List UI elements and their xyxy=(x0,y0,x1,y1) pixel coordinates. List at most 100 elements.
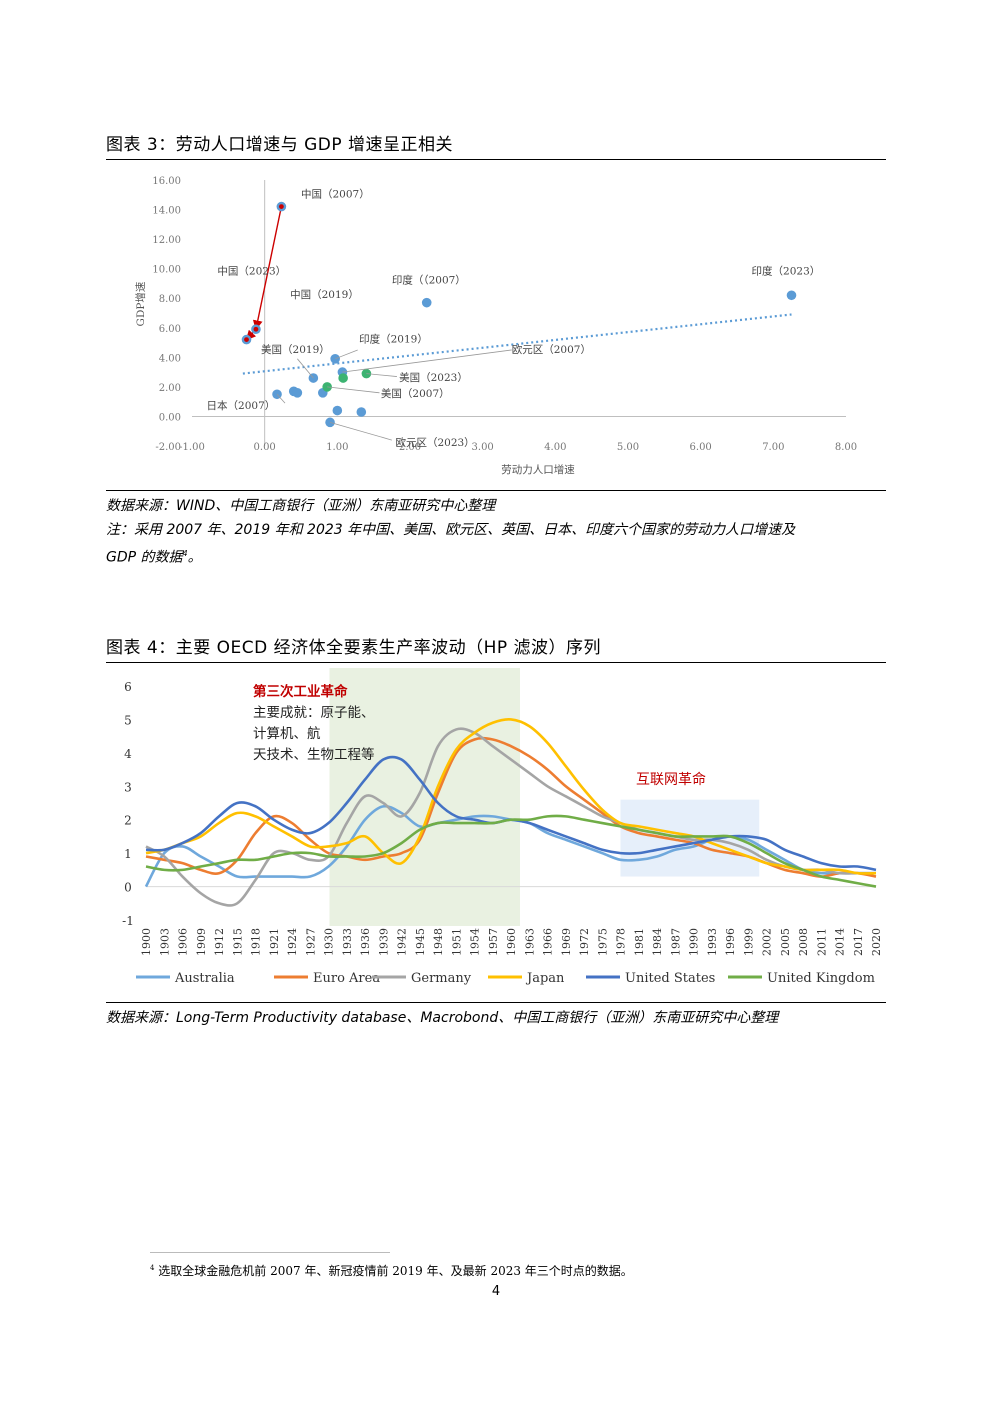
x-tick-label: 1951 xyxy=(450,928,463,956)
footnote-divider xyxy=(150,1252,390,1253)
x-tick-label: 1906 xyxy=(177,928,190,956)
era-label: 互联网革命 xyxy=(636,771,706,788)
x-tick-label: 1918 xyxy=(250,928,263,956)
x-tick-label: 1957 xyxy=(487,928,500,956)
y-tick-label: 0 xyxy=(124,881,132,895)
figure-3-note-cont: GDP 的数据4。 xyxy=(106,542,886,570)
x-tick-label: 6.00 xyxy=(690,442,712,453)
era-description: 计算机、航 xyxy=(253,726,321,742)
annotation-leader xyxy=(297,358,314,379)
x-tick-label: 1978 xyxy=(615,928,628,956)
page-number: 4 xyxy=(491,1284,501,1299)
x-tick-label: 1921 xyxy=(268,928,281,956)
x-tick-label: 1945 xyxy=(414,928,427,956)
scatter-point xyxy=(356,407,367,417)
y-tick-label: 14.00 xyxy=(152,206,181,217)
x-tick-label: 1912 xyxy=(213,928,226,956)
point-annotation: 欧元区（2007） xyxy=(512,344,591,356)
x-tick-label: 1942 xyxy=(396,928,409,956)
footnote-mark: 4 xyxy=(150,1264,155,1272)
y-tick-label: 4.00 xyxy=(159,353,181,364)
legend-label: Euro Area xyxy=(313,971,380,986)
x-tick-label: 1.00 xyxy=(326,442,348,453)
x-tick-label: 1954 xyxy=(469,928,482,956)
era-description: 天技术、生物工程等 xyxy=(253,746,375,763)
point-annotation: 印度（2023） xyxy=(752,265,821,278)
point-annotation: 美国（2023） xyxy=(399,371,468,384)
x-tick-label: 1927 xyxy=(304,928,317,956)
x-tick-label: 2008 xyxy=(797,928,810,956)
x-tick-label: 1939 xyxy=(377,928,390,956)
point-annotation: 中国（2007） xyxy=(301,188,370,201)
x-tick-label: 2.00 xyxy=(399,442,421,453)
x-tick-label: 1936 xyxy=(359,928,372,956)
y-tick-label: 16.00 xyxy=(152,176,181,187)
x-tick-label: 1903 xyxy=(158,928,171,956)
series-line xyxy=(145,814,877,888)
y-tick-label: 2 xyxy=(124,814,132,828)
y-tick-label: 6.00 xyxy=(159,324,181,335)
x-tick-label: 8.00 xyxy=(835,442,857,453)
x-tick-label: 1981 xyxy=(633,928,646,956)
y-tick-label: -1 xyxy=(122,914,134,928)
x-tick-label: 1948 xyxy=(432,928,445,956)
note-text: GDP 的数据 xyxy=(106,549,183,566)
x-tick-label: 1972 xyxy=(578,928,591,956)
legend-label: Germany xyxy=(411,971,472,986)
scatter-point-highlight xyxy=(253,326,259,332)
x-tick-label: 1963 xyxy=(523,928,536,956)
legend-label: Australia xyxy=(174,971,235,986)
annotation-leader xyxy=(276,394,286,404)
x-tick-label: 2005 xyxy=(779,928,792,956)
x-tick-label: 1987 xyxy=(669,928,682,956)
note-end: 。 xyxy=(187,549,202,566)
scatter-point xyxy=(786,290,797,301)
figure-3-note: 注：采用 2007 年、2019 年和 2023 年中国、美国、欧元区、英国、日… xyxy=(106,522,796,538)
x-tick-label: 7.00 xyxy=(762,442,784,453)
scatter-point-highlight xyxy=(244,337,249,342)
scatter-point xyxy=(338,373,348,383)
annotation-leader xyxy=(342,349,512,373)
series-line xyxy=(145,727,876,907)
x-tick-label: 1966 xyxy=(542,928,555,956)
annotation-leader xyxy=(366,373,397,377)
legend-label: United States xyxy=(625,971,715,986)
y-tick-label: 10.00 xyxy=(152,265,181,276)
y-tick-label: 0.00 xyxy=(159,412,181,423)
scatter-chart: -1.00 0.00 1.00 2.00 3.00 4.00 5.00 6.00 7.00 8.0… xyxy=(134,176,857,476)
y-tick-label: 3 xyxy=(124,780,132,794)
y-tick-label: 5 xyxy=(124,713,132,727)
point-annotation: 中国（2019） xyxy=(290,288,359,301)
trend-arrow xyxy=(252,206,283,331)
x-tick-label: 0.00 xyxy=(254,442,276,453)
point-annotation: 印度（（2007） xyxy=(392,273,466,286)
x-tick-label: 1996 xyxy=(724,928,737,956)
scatter-point xyxy=(330,354,340,364)
scatter-y-label: GDP增速 xyxy=(134,281,147,326)
x-tick-label: 1909 xyxy=(195,928,208,956)
footnote: 4 选取全球金融危机前 2007 年、新冠疫情前 2019 年、及最新 2023… xyxy=(150,1262,633,1279)
line-chart: 6 5 4 3 2 1 0 -1 1900 1903 1906 1909 1912 1915 1918 192… xyxy=(122,668,883,986)
point-annotation: 欧元区（2023） xyxy=(395,437,474,449)
x-tick-label: 1960 xyxy=(505,928,518,956)
scatter-point xyxy=(292,388,303,398)
x-tick-label: 1975 xyxy=(596,928,609,956)
x-tick-label: 1915 xyxy=(231,928,244,956)
y-tick-label: 2.00 xyxy=(159,383,181,394)
x-tick-label: 2011 xyxy=(815,928,828,956)
trendline xyxy=(242,313,792,375)
x-tick-label: 2020 xyxy=(870,928,883,956)
y-tick-label: 4 xyxy=(124,747,132,761)
series-line xyxy=(145,718,877,875)
divider xyxy=(106,490,886,491)
x-tick-label: 1930 xyxy=(323,928,336,956)
footnote-text: 选取全球金融危机前 2007 年、新冠疫情前 2019 年、及最新 2023 年… xyxy=(158,1264,633,1278)
era-band-green xyxy=(329,668,520,926)
annotation-leader xyxy=(335,349,358,360)
note-superscript: 4 xyxy=(182,549,188,558)
point-annotation: 中国（2023） xyxy=(217,265,286,278)
scatter-point xyxy=(325,417,335,428)
x-tick-label: 1990 xyxy=(688,928,701,956)
y-tick-label: 8.00 xyxy=(159,294,181,305)
y-tick-label: -2.00 xyxy=(155,442,181,453)
